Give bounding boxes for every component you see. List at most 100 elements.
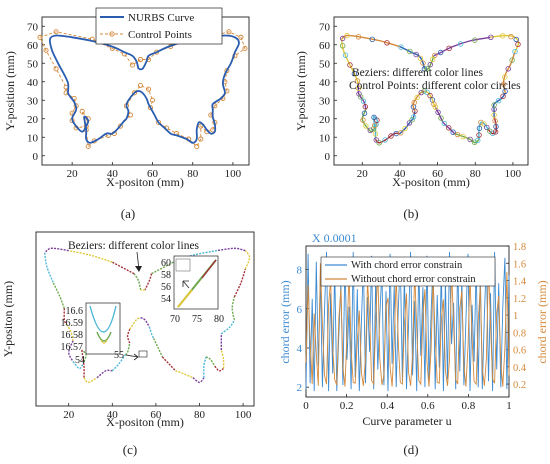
bezier-segment [63, 308, 68, 325]
bezier-segment [435, 107, 456, 135]
series-without-constraint [305, 263, 510, 387]
y-tick-label: 10 [27, 132, 39, 144]
inset-right-ytick-60: 60 [161, 258, 171, 269]
x-tick-label: 20 [67, 168, 79, 180]
control-point-marker [226, 29, 232, 35]
bezier-control-point [421, 66, 428, 72]
bezier-control-point [388, 133, 394, 139]
bezier-control-point [509, 57, 515, 63]
panel-a-nurbs-curve [48, 34, 240, 144]
control-point-marker [137, 57, 144, 63]
bezier-segment [67, 340, 74, 362]
bezier-control-point [397, 130, 404, 136]
bezier-segment [231, 296, 236, 321]
bezier-control-point [508, 33, 514, 40]
bezier-segment [233, 268, 246, 298]
control-point-marker [238, 34, 244, 40]
x-tick-label: 60 [147, 168, 159, 180]
bezier-segment [374, 132, 400, 144]
x-tick-label: 40 [107, 168, 119, 180]
bezier-control-point [450, 129, 456, 135]
x-tick-label: 20 [63, 409, 75, 421]
panel-a: 20 40 60 80 100 0 10 20 30 40 50 60 70 NURBS Curve C… [3, 7, 250, 221]
bezier-control-point [384, 40, 390, 46]
bezier-control-point [342, 52, 349, 58]
bezier-segment [175, 370, 194, 379]
x-tick-label: 100 [505, 168, 522, 180]
panel-label-c: (c) [123, 442, 137, 457]
bezier-control-point [374, 117, 380, 123]
panel-a-legend: NURBS Curve Control Points [95, 7, 223, 45]
bezier-segment [111, 261, 135, 275]
control-point-marker [224, 68, 230, 74]
bezier-control-point [457, 41, 464, 47]
control-point-marker [198, 123, 204, 129]
bezier-control-point [484, 124, 490, 131]
bezier-control-point [481, 121, 487, 127]
bezier-control-point [398, 44, 404, 50]
panel-d-ylabel-right: chord error (mm) [535, 280, 549, 363]
panel-b-annotation-control-points: Control Points: different color circles [349, 80, 521, 92]
bezier-control-point [446, 45, 452, 52]
bezier-segment [399, 111, 416, 135]
control-point-marker [194, 143, 200, 150]
control-point-marker [85, 143, 91, 150]
bezier-segment [173, 249, 218, 263]
bezier-segment [44, 252, 55, 284]
y-right-tick-label: 1 [513, 311, 518, 322]
bezier-control-point [502, 74, 508, 80]
bezier-control-point [407, 48, 413, 55]
bezier-control-point [476, 125, 483, 131]
y-tick-label: 50 [319, 58, 331, 70]
control-point-marker [53, 66, 59, 72]
bezier-segment [151, 261, 174, 275]
bezier-control-point [413, 51, 419, 58]
bezier-control-point [376, 140, 382, 146]
bezier-segment [133, 273, 142, 291]
bezier-segment [203, 356, 207, 378]
bezier-segment [205, 356, 216, 367]
inset-left-curve [89, 305, 117, 333]
y-right-tick-label: 1.2 [513, 294, 526, 305]
bezier-control-point [417, 55, 424, 61]
bezier-control-point [369, 36, 375, 43]
y-tick-label: 70 [27, 21, 39, 33]
bezier-control-point [491, 112, 497, 118]
control-point-marker [129, 62, 135, 68]
inset-right-xtick-70: 70 [170, 314, 180, 325]
bezier-control-point [441, 120, 448, 127]
panel-d-axes [305, 245, 510, 398]
bezier-control-point [432, 52, 438, 59]
bezier-control-point [488, 34, 494, 40]
y-tick-label: 30 [27, 95, 39, 107]
bezier-segment [83, 377, 98, 384]
inset-left-ytick-16-59: 16.59 [61, 318, 84, 329]
y-tick-label: 20 [27, 114, 39, 126]
inset-left-zoom-box [138, 350, 148, 358]
bezier-control-point [500, 81, 507, 87]
panel-a-xlabel: X-positon (mm) [106, 175, 184, 189]
control-point-marker [53, 29, 59, 35]
bezier-control-point [360, 98, 367, 104]
bezier-control-point [354, 78, 361, 84]
bezier-control-point [355, 85, 362, 91]
control-point-marker [145, 86, 152, 92]
bezier-segment [220, 319, 236, 335]
x-tick-label: 0.4 [380, 400, 394, 412]
panel-d-xlabel: Curve parameter u [362, 414, 451, 428]
bezier-control-point [515, 41, 521, 48]
inset-right-ytick-58: 58 [161, 270, 171, 281]
bezier-control-point [437, 49, 444, 56]
x-tick-label: 80 [187, 168, 199, 180]
panel-d-multiplier: X 0.0001 [312, 231, 357, 245]
y-tick-label: 0 [325, 151, 331, 163]
bezier-control-point [427, 92, 433, 99]
panel-d-ylabel-left: chord error (mm) [278, 280, 292, 363]
bezier-control-point [492, 129, 499, 135]
x-tick-label: 40 [394, 168, 406, 180]
bezier-control-point [370, 126, 377, 132]
inset-left-ytick-16-57: 16.57 [61, 342, 84, 353]
control-point-marker [137, 82, 144, 88]
panel-c-inset-left: 16.6 16.59 16.58 16.57 54 55 [61, 302, 148, 366]
x-tick-label: 100 [225, 168, 242, 180]
